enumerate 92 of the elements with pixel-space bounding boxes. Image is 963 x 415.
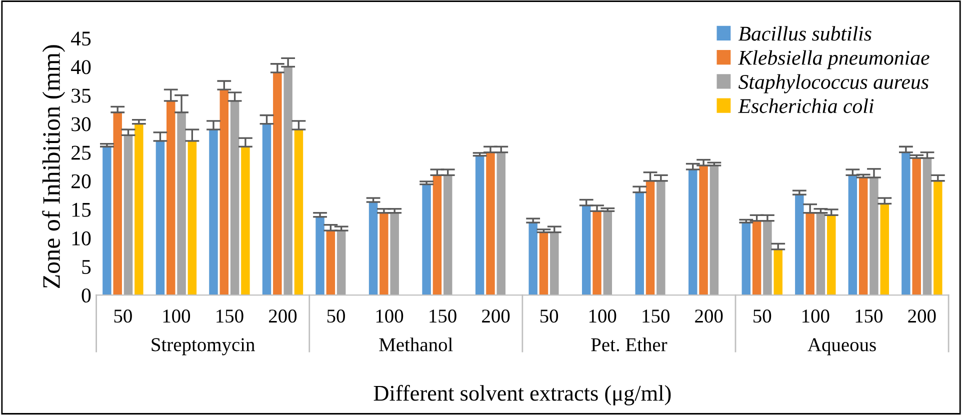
legend-label: Bacillus subtilis xyxy=(738,26,872,41)
legend-label: Klebsiella pneumoniae xyxy=(738,50,930,70)
bar xyxy=(774,249,782,296)
bar xyxy=(912,158,921,296)
bar xyxy=(486,152,495,296)
y-tick-label: 45 xyxy=(71,32,91,46)
bar xyxy=(422,184,431,296)
bar xyxy=(432,175,442,296)
x-tick-label: 50 xyxy=(327,310,345,323)
bar xyxy=(656,180,666,296)
legend-label: Staphylococcus aureus xyxy=(738,74,928,94)
bar xyxy=(870,177,878,296)
bar xyxy=(294,130,304,296)
bar xyxy=(390,212,399,296)
y-tick-label: 0 xyxy=(82,288,91,302)
x-axis-title: Different solvent extracts (μg/ml) xyxy=(374,384,671,406)
bar xyxy=(220,90,229,296)
bar xyxy=(209,130,218,296)
bar xyxy=(922,158,932,296)
x-tick-label: 100 xyxy=(802,310,830,323)
bar xyxy=(368,202,378,296)
bar xyxy=(603,211,612,296)
y-axis-title: Zone of Inhibition (mm) xyxy=(42,45,66,288)
bar xyxy=(273,72,282,296)
bar xyxy=(443,175,452,296)
bar xyxy=(326,230,336,296)
text: Methanol xyxy=(379,338,453,352)
bar xyxy=(550,232,559,296)
bar xyxy=(156,140,165,296)
bar xyxy=(262,124,272,296)
bar xyxy=(134,124,144,296)
x-tick-label: 200 xyxy=(695,310,723,323)
bar xyxy=(635,192,644,296)
bar xyxy=(539,232,548,296)
y-tick-label: 20 xyxy=(72,174,91,188)
bar xyxy=(806,212,814,296)
bar xyxy=(177,112,186,296)
x-tick-label: 200 xyxy=(269,310,297,323)
y-tick-label: 25 xyxy=(72,146,91,160)
x-tick-label: 150 xyxy=(642,310,670,323)
bar xyxy=(336,230,346,296)
bar xyxy=(742,222,751,296)
bar xyxy=(710,165,719,296)
bar xyxy=(752,220,762,296)
x-tick-label: 150 xyxy=(856,310,882,323)
bar xyxy=(827,215,836,296)
bar xyxy=(113,112,122,296)
x-tick-label: 150 xyxy=(430,310,456,323)
y-tick-label: 10 xyxy=(72,231,91,246)
bar xyxy=(902,152,910,296)
bar xyxy=(241,146,250,296)
x-tick-label: 200 xyxy=(482,310,510,323)
bar xyxy=(880,204,890,296)
legend-label: Escherichia coli xyxy=(738,98,874,114)
bar xyxy=(699,165,708,296)
bar xyxy=(592,211,602,296)
y-tick-label: 5 xyxy=(82,260,91,274)
bar xyxy=(934,180,942,296)
bar xyxy=(316,216,324,296)
bar xyxy=(646,180,655,296)
bar xyxy=(496,152,506,296)
bar xyxy=(124,135,133,296)
bar xyxy=(848,175,858,296)
x-tick-label: 100 xyxy=(376,310,404,323)
bar xyxy=(688,169,698,296)
bar xyxy=(230,100,240,296)
x-tick-label: 50 xyxy=(540,310,558,323)
bar xyxy=(528,222,538,296)
bar xyxy=(582,205,591,296)
x-tick-label: 200 xyxy=(908,310,936,323)
y-tick-label: 30 xyxy=(72,117,91,132)
text: Pet. Ether xyxy=(591,338,668,352)
x-tick-label: 150 xyxy=(216,310,244,323)
bar xyxy=(795,194,804,296)
bar xyxy=(284,66,292,296)
y-tick-label: 40 xyxy=(71,60,91,74)
y-tick-label: 35 xyxy=(72,88,91,103)
bar xyxy=(166,100,176,296)
bar xyxy=(858,177,868,296)
x-tick-label: 50 xyxy=(114,310,132,323)
x-tick-label: 100 xyxy=(163,310,190,323)
y-tick-label: 15 xyxy=(72,202,91,217)
bar xyxy=(102,146,112,296)
bar xyxy=(816,212,826,296)
text: Aqueous xyxy=(808,338,876,356)
bar xyxy=(475,156,484,296)
bar xyxy=(380,212,388,296)
text: Streptomycin xyxy=(152,338,255,356)
bar xyxy=(763,220,772,296)
x-tick-label: 50 xyxy=(754,310,772,323)
x-tick-label: 100 xyxy=(589,310,616,323)
bar xyxy=(188,140,197,296)
